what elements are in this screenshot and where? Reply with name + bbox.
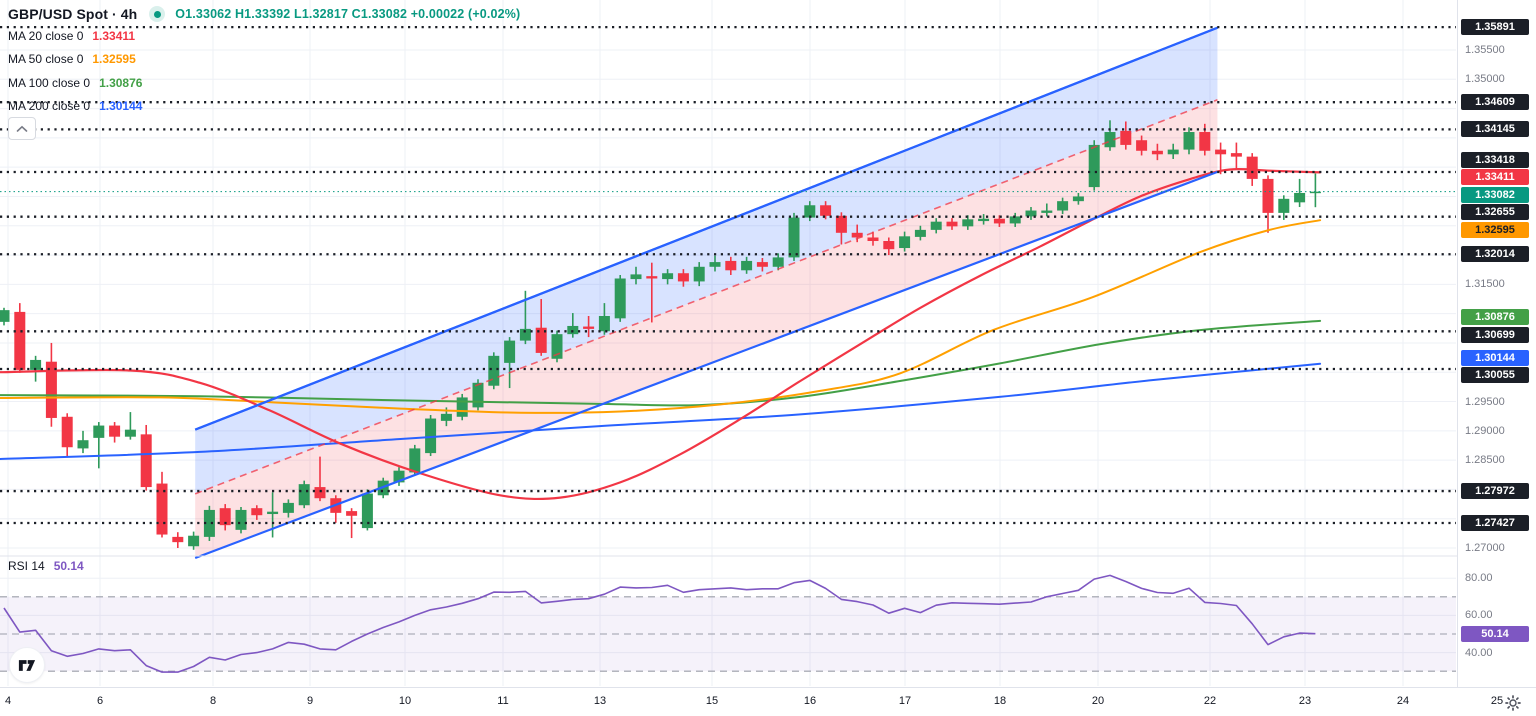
price-axis-label: 1.31500 (1465, 278, 1505, 291)
time-axis-label-13: 13 (593, 695, 607, 707)
rsi-value-badge: 50.14 (1461, 625, 1529, 642)
price-badge-1.30699: 1.30699 (1461, 326, 1529, 343)
price-axis-label: 1.35000 (1465, 73, 1505, 86)
price-badge-1.34145: 1.34145 (1461, 121, 1529, 138)
indicator-row-ma100[interactable]: MA 100 close 0 1.30876 (8, 71, 520, 95)
price-badge-1.27427: 1.27427 (1461, 514, 1529, 531)
price-axis-label: 1.35500 (1465, 44, 1505, 56)
price-badge-1.33411: 1.33411 (1461, 169, 1529, 186)
price-badge-1.33082: 1.33082 (1461, 186, 1529, 203)
moving-averages (0, 167, 1322, 501)
rsi-label: RSI 14 (8, 559, 45, 573)
ma200-value: 1.30144 (99, 99, 143, 114)
price-badge-1.27972: 1.27972 (1461, 483, 1529, 500)
time-axis-label-24: 24 (1396, 695, 1410, 707)
price-badge-1.35891: 1.35891 (1461, 19, 1529, 36)
time-axis-label-18: 18 (993, 695, 1007, 707)
price-axis-label: 1.27000 (1465, 542, 1505, 554)
ma100-label: MA 100 close 0 (8, 75, 91, 90)
time-axis-label-4: 4 (4, 695, 12, 707)
chevron-up-icon (16, 125, 28, 132)
time-axis-label-15: 15 (705, 695, 719, 707)
symbol-title[interactable]: GBP/USD Spot · 4h (8, 6, 138, 22)
time-axis-label-22: 22 (1203, 695, 1217, 707)
rsi-line (3, 574, 1316, 673)
ma100-value: 1.30876 (99, 75, 143, 90)
time-axis-label-10: 10 (398, 695, 412, 707)
symbol-header-row[interactable]: GBP/USD Spot · 4h O1.33062 H1.33392 L1.3… (8, 4, 520, 24)
time-axis-label-8: 8 (209, 695, 217, 707)
time-axis-label-25: 25 (1490, 695, 1504, 707)
ma20-value: 1.33411 (92, 28, 136, 43)
rsi-value: 50.14 (53, 559, 84, 573)
legend: GBP/USD Spot · 4h O1.33062 H1.33392 L1.3… (8, 4, 520, 140)
indicator-row-ma200[interactable]: MA 200 close 0 1.30144 (8, 95, 520, 119)
trend-channel-borders (194, 26, 1218, 560)
price-badge-1.33418: 1.33418 (1461, 151, 1529, 168)
settings-gear-icon[interactable] (1504, 694, 1522, 712)
market-status-icon (149, 6, 166, 22)
time-axis-label-17: 17 (898, 695, 912, 707)
rsi-indicator-row[interactable]: RSI 14 50.14 (8, 559, 84, 573)
price-axis[interactable]: 1.35500 1.35000 1.31500 1.29500 1.29000 1.285… (1457, 0, 1536, 687)
time-axis-label-16: 16 (803, 695, 817, 707)
time-axis[interactable]: 4 6 8 9 10 11 13 15 16 17 18 20 22 23 24 25 (0, 687, 1536, 716)
time-axis-label-6: 6 (96, 695, 104, 707)
indicator-row-ma20[interactable]: MA 20 close 0 1.33411 (8, 24, 520, 48)
tradingview-logo[interactable] (9, 647, 45, 683)
price-badge-1.34609: 1.34609 (1461, 94, 1529, 111)
price-level-lines (0, 25, 1456, 525)
rsi-axis-label: 60.00 (1465, 609, 1493, 622)
ma50-label: MA 50 close 0 (8, 52, 84, 67)
price-badge-1.30876: 1.30876 (1461, 309, 1529, 326)
rsi-pane (0, 574, 1456, 673)
price-badge-1.30144: 1.30144 (1461, 349, 1529, 366)
price-axis-label: 1.28500 (1465, 454, 1505, 467)
time-axis-label-23: 23 (1298, 695, 1312, 707)
rsi-axis-label: 40.00 (1465, 646, 1493, 659)
ma50-value: 1.32595 (92, 52, 136, 67)
price-badge-1.32595: 1.32595 (1461, 221, 1529, 238)
ma20-label: MA 20 close 0 (8, 28, 84, 43)
price-badge-1.30055: 1.30055 (1461, 367, 1529, 384)
trend-channel (195, 27, 1218, 558)
candles-layer (0, 120, 1321, 550)
price-badge-1.32655: 1.32655 (1461, 204, 1529, 221)
collapse-indicators-button[interactable] (8, 117, 36, 140)
price-axis-label: 1.29500 (1465, 395, 1505, 408)
time-axis-label-20: 20 (1091, 695, 1105, 707)
price-badge-1.32014: 1.32014 (1461, 246, 1529, 263)
time-axis-label-11: 11 (497, 695, 509, 707)
tradingview-logo-icon (18, 659, 36, 671)
price-axis-label: 1.29000 (1465, 424, 1505, 437)
time-axis-label-9: 9 (306, 695, 314, 707)
rsi-axis-label: 80.00 (1465, 572, 1493, 585)
ohlc-values: O1.33062 H1.33392 L1.32817 C1.33082 +0.0… (175, 7, 521, 21)
ma200-label: MA 200 close 0 (8, 99, 91, 114)
indicator-row-ma50[interactable]: MA 50 close 0 1.32595 (8, 48, 520, 72)
